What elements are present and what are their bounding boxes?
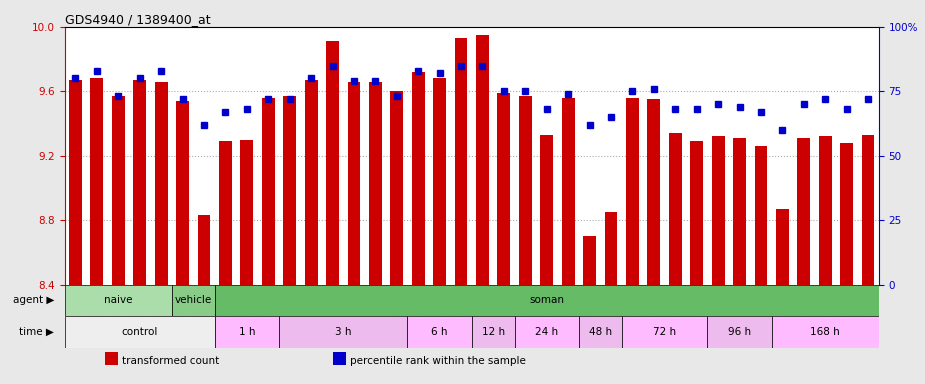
- Bar: [348, 82, 361, 384]
- Bar: [797, 138, 810, 384]
- Bar: [690, 141, 703, 384]
- Text: 168 h: 168 h: [810, 327, 840, 337]
- Bar: [626, 98, 639, 384]
- Text: 72 h: 72 h: [653, 327, 676, 337]
- Bar: [240, 140, 253, 384]
- Bar: [711, 136, 724, 384]
- Bar: [519, 96, 532, 384]
- Bar: [262, 98, 275, 384]
- Text: vehicle: vehicle: [175, 295, 212, 305]
- Text: 96 h: 96 h: [728, 327, 751, 337]
- Text: 6 h: 6 h: [431, 327, 448, 337]
- Bar: [433, 78, 446, 384]
- FancyBboxPatch shape: [771, 316, 879, 348]
- Bar: [819, 136, 832, 384]
- FancyBboxPatch shape: [472, 316, 514, 348]
- Bar: [154, 82, 167, 384]
- FancyBboxPatch shape: [172, 285, 215, 316]
- Bar: [327, 41, 339, 384]
- Text: 3 h: 3 h: [335, 327, 352, 337]
- Text: agent ▶: agent ▶: [13, 295, 54, 305]
- Text: 12 h: 12 h: [482, 327, 505, 337]
- Bar: [176, 101, 189, 384]
- FancyBboxPatch shape: [708, 316, 771, 348]
- FancyBboxPatch shape: [215, 285, 879, 316]
- Bar: [605, 212, 617, 384]
- FancyBboxPatch shape: [279, 316, 408, 348]
- FancyBboxPatch shape: [215, 316, 279, 348]
- Bar: [198, 215, 210, 384]
- Text: time ▶: time ▶: [19, 327, 54, 337]
- FancyBboxPatch shape: [65, 285, 172, 316]
- Bar: [861, 135, 874, 384]
- Bar: [669, 133, 682, 384]
- Text: percentile rank within the sample: percentile rank within the sample: [350, 356, 525, 366]
- Text: 1 h: 1 h: [239, 327, 255, 337]
- Bar: [476, 35, 489, 384]
- Bar: [390, 91, 403, 384]
- Bar: [69, 80, 82, 384]
- FancyBboxPatch shape: [622, 316, 708, 348]
- Bar: [283, 96, 296, 384]
- Bar: [369, 82, 382, 384]
- Bar: [105, 352, 117, 365]
- Text: naive: naive: [104, 295, 132, 305]
- Bar: [776, 209, 789, 384]
- Bar: [333, 352, 346, 365]
- FancyBboxPatch shape: [514, 316, 579, 348]
- Text: 48 h: 48 h: [588, 327, 611, 337]
- Text: transformed count: transformed count: [122, 356, 219, 366]
- FancyBboxPatch shape: [408, 316, 472, 348]
- Bar: [840, 143, 853, 384]
- Bar: [133, 80, 146, 384]
- FancyBboxPatch shape: [579, 316, 622, 348]
- Text: GDS4940 / 1389400_at: GDS4940 / 1389400_at: [65, 13, 210, 26]
- Bar: [112, 96, 125, 384]
- FancyBboxPatch shape: [65, 316, 215, 348]
- Bar: [648, 99, 660, 384]
- Text: 24 h: 24 h: [536, 327, 559, 337]
- Bar: [561, 98, 574, 384]
- Bar: [454, 38, 467, 384]
- Bar: [540, 135, 553, 384]
- Bar: [755, 146, 768, 384]
- Bar: [498, 93, 511, 384]
- Bar: [304, 80, 317, 384]
- Bar: [219, 141, 232, 384]
- Text: control: control: [121, 327, 158, 337]
- Text: soman: soman: [529, 295, 564, 305]
- Bar: [412, 72, 425, 384]
- Bar: [91, 78, 104, 384]
- Bar: [734, 138, 746, 384]
- Bar: [583, 236, 596, 384]
